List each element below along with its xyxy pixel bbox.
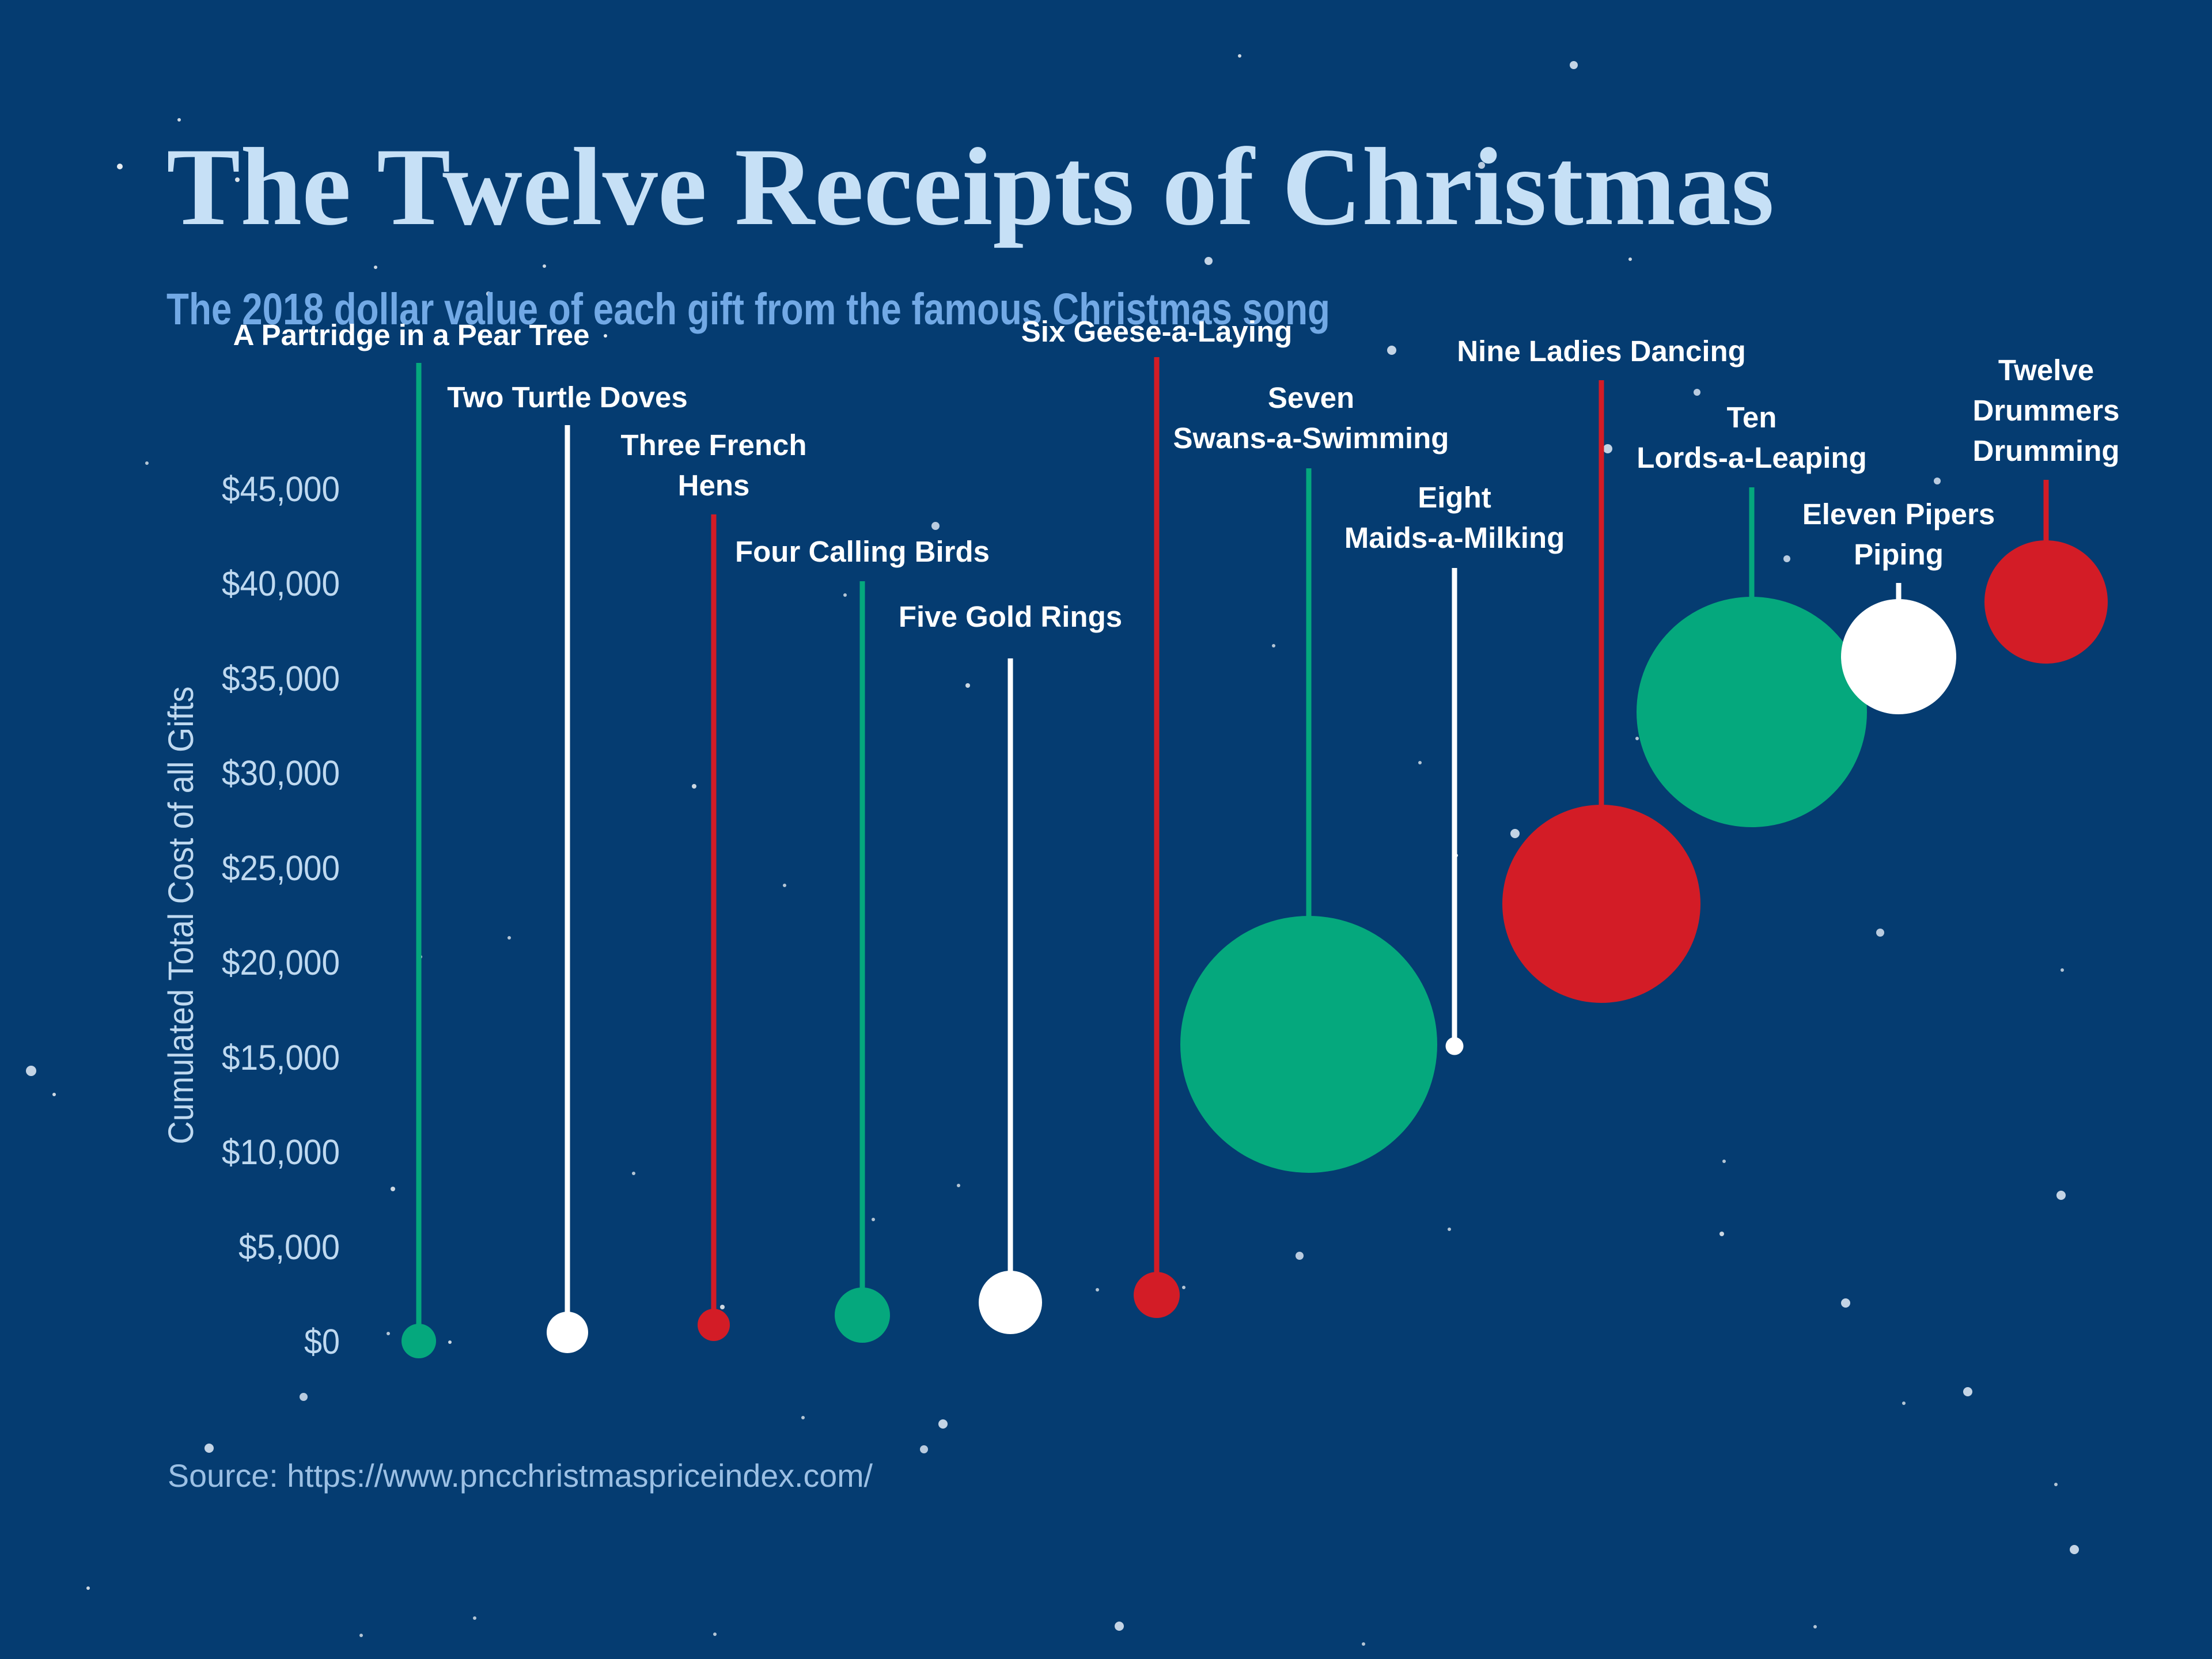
svg-text:Ten: Ten	[1727, 401, 1777, 434]
svg-text:$30,000: $30,000	[222, 753, 340, 793]
svg-text:Lords-a-Leaping: Lords-a-Leaping	[1637, 441, 1867, 474]
svg-text:Two Turtle Doves: Two Turtle Doves	[447, 381, 688, 414]
svg-text:$35,000: $35,000	[222, 659, 340, 698]
svg-text:Swans-a-Swimming: Swans-a-Swimming	[1173, 422, 1449, 454]
svg-text:Eleven Pipers: Eleven Pipers	[1802, 498, 1995, 531]
svg-text:Drumming: Drumming	[1973, 434, 2120, 467]
svg-text:$10,000: $10,000	[222, 1132, 340, 1172]
svg-text:Three French: Three French	[620, 429, 806, 461]
svg-text:Eight: Eight	[1418, 481, 1491, 514]
svg-text:$45,000: $45,000	[222, 469, 340, 509]
svg-text:Hens: Hens	[678, 469, 750, 502]
svg-text:A Partridge in a Pear Tree: A Partridge in a Pear Tree	[233, 319, 590, 351]
svg-text:Seven: Seven	[1268, 381, 1354, 414]
svg-text:$20,000: $20,000	[222, 943, 340, 982]
svg-text:The Twelve Receipts of Christm: The Twelve Receipts of Christmas	[166, 125, 1774, 248]
svg-text:Nine Ladies Dancing: Nine Ladies Dancing	[1457, 335, 1746, 368]
svg-text:Six Geese-a-Laying: Six Geese-a-Laying	[1021, 315, 1293, 348]
svg-text:$25,000: $25,000	[222, 849, 340, 888]
svg-text:$5,000: $5,000	[238, 1228, 340, 1267]
svg-text:Maids-a-Milking: Maids-a-Milking	[1344, 521, 1565, 554]
svg-text:Cumulated Total Cost of all Gi: Cumulated Total Cost of all Gifts	[161, 687, 200, 1145]
svg-text:$0: $0	[304, 1322, 340, 1361]
svg-text:Four Calling Birds: Four Calling Birds	[735, 535, 990, 568]
svg-text:The 2018 dollar value of each: The 2018 dollar value of each gift from …	[166, 285, 1330, 334]
svg-text:Source: https://www.pncchristm: Source: https://www.pncchristmaspriceind…	[168, 1457, 873, 1494]
svg-text:Five Gold Rings: Five Gold Rings	[899, 600, 1122, 633]
svg-text:$40,000: $40,000	[222, 564, 340, 603]
svg-text:$15,000: $15,000	[222, 1038, 340, 1077]
svg-text:Drummers: Drummers	[1972, 394, 2119, 427]
svg-text:Piping: Piping	[1854, 538, 1944, 571]
svg-text:Twelve: Twelve	[1998, 354, 2094, 387]
